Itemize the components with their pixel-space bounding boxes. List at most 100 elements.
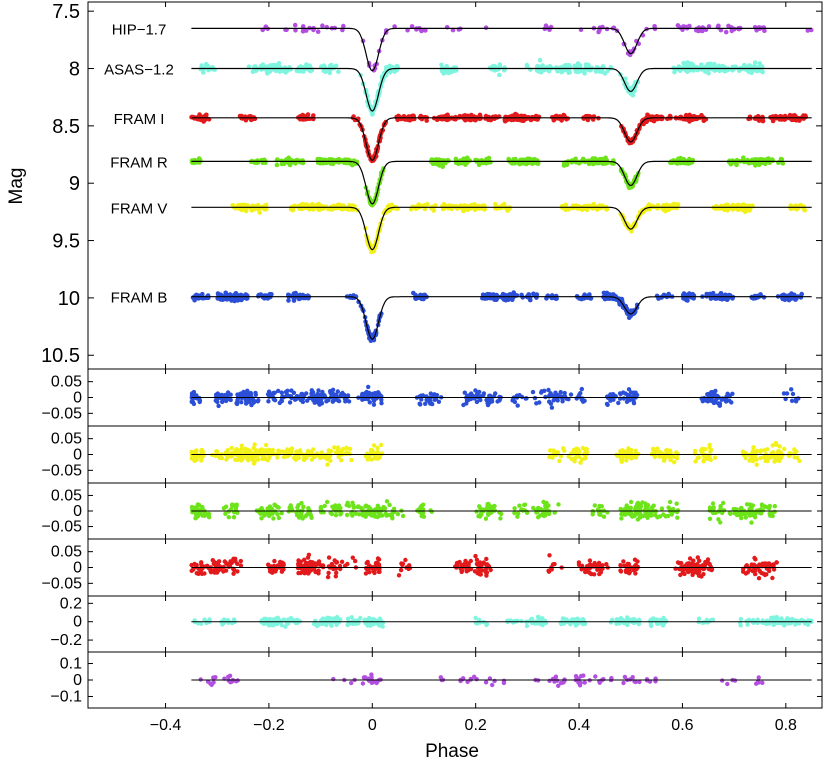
data-point	[219, 297, 225, 302]
data-point	[309, 68, 315, 73]
residual-point	[516, 511, 521, 516]
residual-point	[723, 398, 728, 403]
residual-point	[748, 455, 754, 461]
data-point	[407, 117, 413, 123]
residual-point	[343, 451, 348, 456]
residual-point	[624, 399, 630, 404]
data-point	[706, 70, 711, 76]
data-point	[287, 162, 293, 168]
data-point	[322, 64, 328, 69]
data-point	[437, 114, 442, 120]
residual-point	[342, 396, 347, 401]
data-point	[476, 162, 482, 168]
data-point	[350, 203, 356, 208]
data-point	[518, 113, 524, 119]
data-point	[600, 64, 606, 69]
data-point	[409, 24, 415, 29]
data-point	[202, 114, 208, 120]
data-point	[395, 117, 401, 123]
data-point	[446, 70, 452, 76]
model-curve	[191, 206, 812, 251]
residual-point	[712, 391, 717, 396]
residual-point	[712, 455, 718, 460]
data-point	[545, 66, 551, 72]
series-label: ASAS−1.2	[104, 62, 174, 79]
residual-point	[655, 446, 660, 451]
residual-point	[366, 384, 371, 390]
residual-point	[474, 509, 479, 514]
residual-point	[286, 447, 291, 453]
data-point	[276, 64, 281, 69]
data-point	[780, 161, 786, 166]
residual-point	[561, 446, 566, 451]
residual-point	[625, 392, 630, 398]
data-point	[592, 156, 598, 161]
data-point	[604, 207, 610, 212]
data-point	[311, 207, 316, 212]
data-point	[433, 203, 438, 208]
data-point	[741, 155, 746, 160]
data-point	[754, 68, 760, 74]
data-point	[300, 201, 305, 207]
data-point	[672, 69, 677, 75]
series-fram-b: FRAM B	[111, 290, 812, 344]
data-point	[294, 68, 300, 74]
data-point	[554, 113, 559, 119]
data-point	[453, 65, 459, 71]
series-label: FRAM B	[111, 290, 168, 307]
data-point	[580, 158, 585, 163]
data-point	[561, 163, 567, 168]
residual-point	[301, 504, 306, 509]
data-point	[197, 157, 203, 162]
residual-point	[265, 456, 270, 462]
y-tick-label: 7.5	[52, 1, 80, 23]
data-point	[333, 63, 339, 69]
residual-point	[309, 457, 315, 462]
data-point	[576, 63, 581, 69]
residual-point	[336, 398, 342, 404]
data-point	[255, 158, 260, 163]
data-point	[699, 62, 704, 68]
data-point	[463, 117, 468, 123]
residual-point	[333, 513, 339, 518]
data-point	[263, 295, 268, 300]
residual-point	[363, 391, 369, 396]
residual-point	[332, 445, 337, 450]
model-curve	[191, 117, 812, 161]
series-hip-1-7: HIP−1.7	[112, 21, 814, 73]
data-point	[720, 63, 726, 69]
data-point	[192, 297, 197, 303]
data-point	[563, 202, 569, 208]
residual-point	[547, 399, 552, 404]
data-point	[227, 293, 232, 299]
residual-point	[617, 391, 623, 396]
residual-point	[296, 503, 301, 508]
residual-point	[580, 445, 586, 451]
residual-point	[292, 397, 298, 402]
data-point	[189, 114, 194, 120]
y-tick-label: 9.5	[52, 231, 80, 253]
data-point	[283, 70, 289, 75]
residual-point	[231, 515, 237, 520]
data-point	[675, 23, 681, 28]
data-point	[240, 116, 245, 121]
residual-point	[316, 388, 321, 393]
residual-point	[299, 391, 304, 397]
residual-point	[436, 399, 442, 404]
residual-point	[795, 455, 800, 460]
residual-point	[302, 457, 307, 462]
data-point	[665, 116, 670, 122]
residual-point	[328, 448, 334, 454]
data-point	[392, 24, 397, 29]
residual-point	[390, 516, 395, 521]
y-tick-label: −0.05	[42, 462, 83, 479]
model-curve	[191, 160, 812, 205]
residual-point	[363, 503, 369, 508]
data-point	[311, 26, 317, 32]
residual-point	[417, 401, 422, 406]
residual-point	[335, 389, 340, 394]
data-point	[787, 295, 793, 300]
residual-point	[608, 392, 613, 397]
residual-point	[754, 462, 759, 467]
